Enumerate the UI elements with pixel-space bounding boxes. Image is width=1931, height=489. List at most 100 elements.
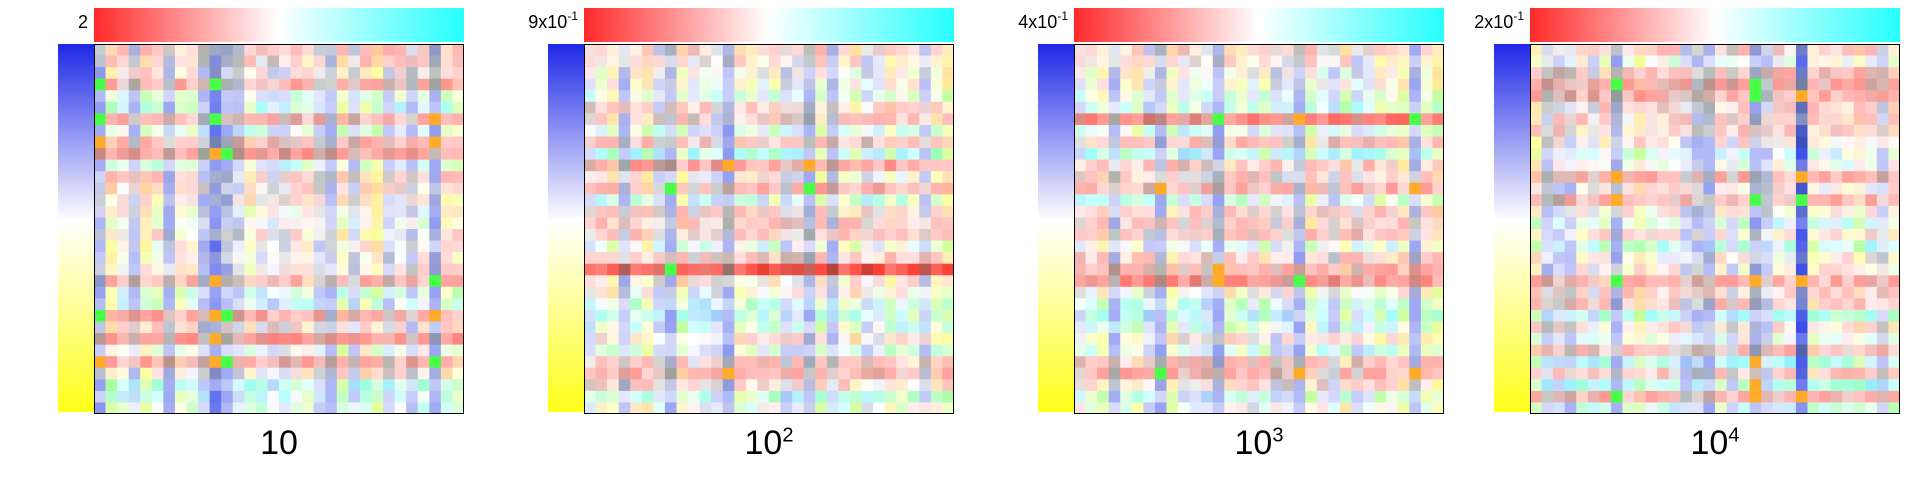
matrix-cell — [1224, 205, 1237, 218]
matrix-cell — [1876, 159, 1889, 172]
matrix-cell — [348, 402, 361, 414]
matrix-cell — [942, 113, 954, 126]
matrix-cell — [336, 344, 349, 357]
matrix-cell — [105, 44, 118, 56]
matrix-cell — [1212, 309, 1225, 322]
matrix-cell — [383, 148, 396, 161]
matrix-cell — [371, 124, 384, 137]
matrix-cell — [1668, 182, 1681, 195]
matrix-cell — [440, 263, 453, 276]
matrix-cell — [1691, 379, 1704, 392]
matrix-cell — [641, 90, 654, 103]
matrix-cell — [861, 379, 874, 392]
matrix-cell — [186, 194, 199, 207]
matrix-cell — [452, 113, 464, 126]
matrix-cell — [1807, 240, 1820, 253]
matrix-cell — [884, 148, 897, 161]
matrix-cell — [1564, 101, 1577, 114]
matrix-cell — [1178, 101, 1191, 114]
matrix-cell — [711, 171, 724, 184]
matrix-cell — [919, 217, 932, 230]
matrix-cell — [209, 171, 222, 184]
matrix-cell — [1074, 379, 1086, 392]
matrix-cell — [930, 286, 943, 299]
matrix-cell — [1397, 240, 1410, 253]
matrix-cell — [1888, 275, 1900, 288]
matrix-cell — [1553, 171, 1566, 184]
matrix-cell — [942, 240, 954, 253]
matrix-cell — [279, 356, 291, 369]
matrix-cell — [792, 333, 805, 346]
matrix-cell — [1074, 78, 1086, 91]
matrix-cell — [198, 309, 211, 322]
matrix-cell — [849, 286, 862, 299]
matrix-cell — [861, 136, 874, 149]
matrix-cell — [1097, 286, 1110, 299]
matrix-cell — [722, 309, 735, 322]
matrix-cell — [1795, 309, 1808, 322]
matrix-cell — [440, 379, 453, 392]
matrix-cell — [1703, 263, 1716, 276]
matrix-cell — [734, 44, 747, 56]
matrix-cell — [711, 344, 724, 357]
matrix-cell — [313, 55, 326, 68]
matrix-cell — [1224, 182, 1237, 195]
matrix-cell — [267, 379, 280, 392]
matrix-cell — [163, 182, 176, 195]
matrix-cell — [1599, 148, 1612, 161]
matrix-cell — [630, 182, 643, 195]
matrix-cell — [584, 205, 596, 218]
matrix-cell — [1772, 356, 1785, 369]
matrix-cell — [1409, 344, 1422, 357]
matrix-cell — [1795, 205, 1808, 218]
matrix-cell — [1865, 78, 1878, 91]
matrix-cell — [792, 367, 805, 380]
matrix-cell — [394, 379, 407, 392]
matrix-cell — [1131, 402, 1144, 414]
matrix-cell — [873, 379, 886, 392]
matrix-cell — [1259, 379, 1271, 392]
matrix-cell — [688, 286, 701, 299]
matrix-cell — [1328, 205, 1341, 218]
matrix-cell — [1305, 78, 1318, 91]
matrix-cell — [221, 159, 234, 172]
matrix-cell — [105, 205, 118, 218]
matrix-cell — [279, 67, 291, 80]
matrix-cell — [1143, 367, 1156, 380]
matrix-cell — [1564, 205, 1577, 218]
matrix-cell — [884, 90, 897, 103]
matrix-cell — [641, 78, 654, 91]
matrix-cell — [1328, 182, 1341, 195]
matrix-cell — [1397, 78, 1410, 91]
matrix-cell — [1259, 67, 1271, 80]
matrix-cell — [1784, 124, 1797, 137]
matrix-cell — [94, 286, 106, 299]
matrix-cell — [849, 298, 862, 311]
matrix-cell — [1097, 90, 1110, 103]
matrix-cell — [930, 309, 943, 322]
matrix-cell — [1668, 136, 1681, 149]
matrix-cell — [815, 298, 828, 311]
matrix-cell — [406, 298, 419, 311]
matrix-cell — [94, 321, 106, 334]
matrix-cell — [163, 113, 176, 126]
matrix-cell — [429, 390, 442, 403]
matrix-cell — [440, 390, 453, 403]
matrix-cell — [163, 390, 176, 403]
matrix-cell — [930, 148, 943, 161]
matrix-cell — [440, 240, 453, 253]
matrix-cell — [452, 217, 464, 230]
matrix-cell — [1293, 78, 1306, 91]
matrix-cell — [664, 148, 677, 161]
matrix-cell — [711, 194, 724, 207]
matrix-cell — [1386, 205, 1399, 218]
matrix-cell — [630, 194, 643, 207]
matrix-cell — [1599, 240, 1612, 253]
matrix-cell — [1374, 390, 1387, 403]
matrix-cell — [279, 321, 291, 334]
matrix-cell — [221, 321, 234, 334]
matrix-cell — [815, 379, 828, 392]
matrix-cell — [186, 390, 199, 403]
matrix-cell — [930, 252, 943, 265]
matrix-cell — [907, 286, 920, 299]
